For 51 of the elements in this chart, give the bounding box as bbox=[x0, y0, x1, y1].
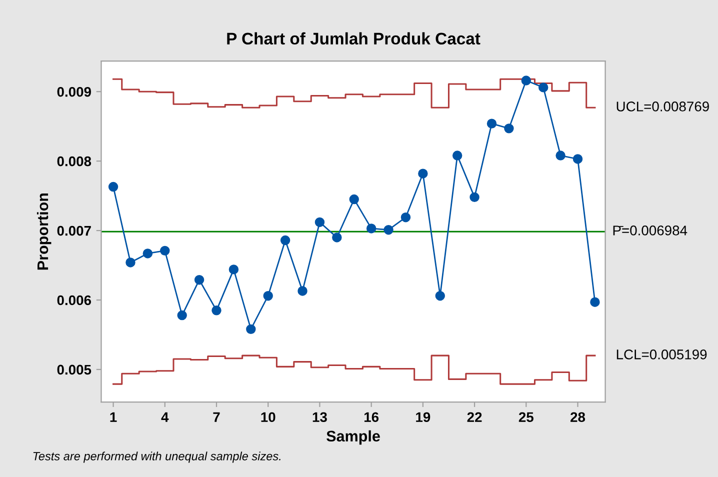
point bbox=[384, 224, 394, 235]
annotation: UCL=0.008769 bbox=[616, 102, 709, 112]
point bbox=[263, 290, 273, 301]
y-tick-label: 0.006 bbox=[57, 295, 92, 306]
y-tick-label: 0.007 bbox=[57, 226, 91, 236]
point bbox=[298, 286, 308, 296]
point bbox=[160, 246, 170, 256]
y-tick-label: 0.005 bbox=[57, 364, 92, 375]
ref-line-label: P̄=0.006984 bbox=[613, 226, 688, 236]
x-tick-label: 25 bbox=[518, 412, 534, 422]
point bbox=[590, 297, 600, 307]
x-tick-label: 19 bbox=[416, 412, 430, 422]
x-tick-label: 1 bbox=[110, 412, 117, 422]
x-tick-label: 16 bbox=[364, 412, 379, 422]
point bbox=[332, 232, 342, 242]
chart-title: P Chart of Jumlah Produk Cacat bbox=[227, 32, 480, 45]
point bbox=[418, 168, 428, 178]
y-axis-title: Proportion bbox=[36, 193, 52, 270]
point bbox=[400, 212, 411, 222]
x-tick-label: 7 bbox=[213, 412, 220, 422]
point bbox=[142, 248, 153, 258]
x-tick-label: 13 bbox=[312, 412, 327, 422]
point bbox=[246, 324, 256, 334]
point bbox=[212, 306, 222, 316]
point bbox=[504, 124, 514, 134]
y-tick-label: 0.009 bbox=[57, 86, 92, 97]
point bbox=[470, 192, 480, 202]
x-axis-title: Sample bbox=[326, 430, 380, 445]
point bbox=[366, 224, 376, 234]
point bbox=[521, 76, 532, 86]
annotation: LCL=0.005199 bbox=[616, 350, 707, 360]
point bbox=[108, 182, 118, 192]
point bbox=[556, 150, 566, 160]
y-tick-label: 0.008 bbox=[57, 156, 92, 166]
x-tick-label: 22 bbox=[467, 412, 482, 422]
point bbox=[126, 258, 136, 268]
point bbox=[538, 82, 548, 92]
point bbox=[194, 275, 204, 285]
point bbox=[280, 235, 290, 246]
point bbox=[572, 154, 583, 164]
point bbox=[452, 150, 462, 160]
x-tick-label: 4 bbox=[161, 412, 169, 422]
point bbox=[349, 194, 359, 204]
point bbox=[486, 118, 497, 128]
point bbox=[177, 310, 187, 320]
point bbox=[435, 290, 445, 301]
point bbox=[314, 217, 325, 228]
x-tick-label: 10 bbox=[261, 412, 276, 422]
point bbox=[228, 264, 239, 274]
x-tick-label: 28 bbox=[570, 412, 586, 422]
text: Tests are performed with unequal sample sizes. bbox=[33, 452, 280, 463]
